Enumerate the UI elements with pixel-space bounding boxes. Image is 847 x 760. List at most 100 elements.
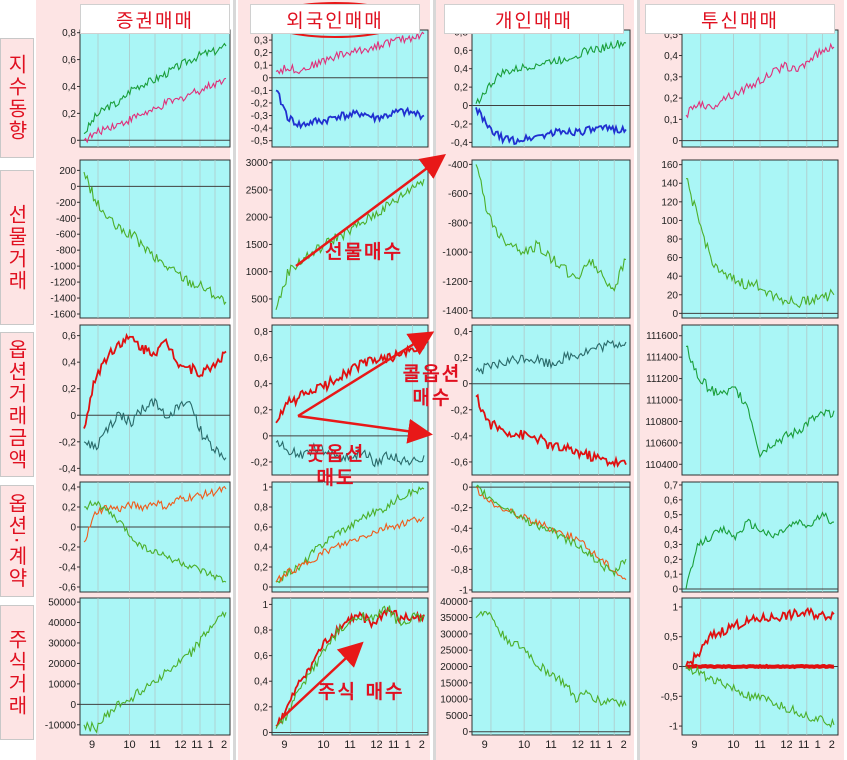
y-tick-label: -0,2 <box>59 437 77 448</box>
y-tick-label: 0,6 <box>254 353 268 364</box>
y-tick-label: 110400 <box>645 460 678 471</box>
y-tick-label: 111600 <box>646 331 678 342</box>
column-header-individuals: 개인매매 <box>444 4 624 34</box>
chart-panel-4-2: 40000 35000 30000 25000 20000 15000 10000 5000 0 <box>440 597 631 738</box>
y-tick-label: 111400 <box>646 353 678 364</box>
chart-panel-0-1: 0,30,2 0,10 -0,1-0,2 -0,3 -0,4-0,5 <box>251 29 429 148</box>
x-tick-label: 11 <box>388 739 399 751</box>
y-tick-label: 0 <box>70 182 76 193</box>
y-tick-label: -1000 <box>442 248 468 259</box>
y-tick-label: -0,4 <box>451 431 469 442</box>
y-tick-label: 0 <box>462 727 468 738</box>
y-tick-label: -0,6 <box>451 544 469 555</box>
chart-panel-2-2: 0,4 0,2 0 -0,2 -0,4 -0,6 <box>451 324 631 476</box>
y-tick-label: 0 <box>70 411 76 422</box>
y-tick-label: -0,2 <box>451 119 469 130</box>
x-tick-label: 9 <box>691 739 697 751</box>
series-line <box>685 178 835 309</box>
y-tick-label: 0,2 <box>62 384 76 395</box>
y-tick-label: 0,6 <box>454 46 468 57</box>
y-tick-label: 1000 <box>246 267 269 278</box>
x-tick-label: 1 <box>207 739 213 751</box>
x-tick-label: 9 <box>89 739 95 751</box>
chart-panel-1-1: 3000 2500 2000 1500 1000 500 <box>246 158 429 319</box>
y-tick-label: 111000 <box>646 396 678 407</box>
chart-panel-3-2: 0 -0,2 -0,4 -0,6 -0,8 -1 <box>451 481 631 596</box>
y-tick-label: 2000 <box>246 213 269 224</box>
y-tick-label: 0,2 <box>62 503 76 514</box>
series-line <box>83 499 227 583</box>
y-tick-label: 15000 <box>440 678 468 689</box>
y-tick-label: 10000 <box>48 679 76 690</box>
column-separator <box>433 0 436 760</box>
series-line <box>685 345 835 459</box>
series-line <box>275 30 425 76</box>
y-tick-label: -0,4 <box>59 563 77 574</box>
y-tick-label: 100 <box>661 216 678 227</box>
series-line <box>685 665 835 729</box>
y-tick-label: 0,1 <box>254 61 268 72</box>
y-tick-label: 0,1 <box>664 115 678 126</box>
chart-panel-0-0: 0,8 0,6 0,4 0,2 0 <box>62 28 231 148</box>
annotation-arrow <box>295 154 447 268</box>
y-tick-label: -0,4 <box>451 524 469 535</box>
y-tick-label: 110800 <box>645 417 678 428</box>
series-line <box>83 42 227 135</box>
y-tick-label: 0,4 <box>454 327 468 338</box>
x-tick-label: 11 <box>344 739 355 751</box>
y-tick-label: 0 <box>672 136 678 147</box>
series-line <box>475 164 627 292</box>
x-tick-label: 1 <box>405 739 411 751</box>
y-tick-label: 0 <box>262 73 268 84</box>
series-line <box>475 40 627 105</box>
y-tick-label: -0,6 <box>451 457 469 468</box>
y-tick-label: -0,2 <box>251 457 269 468</box>
x-tick-label: 10 <box>317 739 329 751</box>
y-tick-label: 200 <box>59 166 76 177</box>
row-label-stock-trading: 주식거래 <box>0 605 34 740</box>
y-tick-label: 0,2 <box>62 109 76 120</box>
series-line <box>83 77 227 144</box>
x-tick-label: 1 <box>606 739 612 751</box>
y-tick-label: -1200 <box>442 277 468 288</box>
x-tick-label: 12 <box>370 739 382 751</box>
annotation-arrow <box>297 414 433 444</box>
annotation-arrow <box>281 641 364 719</box>
y-tick-label: 0,6 <box>254 523 268 534</box>
y-tick-label: 0,8 <box>254 626 268 637</box>
column-header-securities: 증권매매 <box>80 4 230 34</box>
chart-panel-0-2: 0,80,60,40,20-0,2-0,4 <box>451 27 631 149</box>
x-tick-label: 2 <box>829 739 835 751</box>
y-tick-label: 0,4 <box>254 543 268 554</box>
x-tick-label: 9 <box>281 739 287 751</box>
y-tick-label: -10000 <box>45 720 77 731</box>
y-tick-label: 0,8 <box>254 327 268 338</box>
series-line <box>475 339 627 375</box>
series-line <box>275 606 425 727</box>
column-separator <box>233 0 236 760</box>
x-tick-label: 11 <box>191 739 202 751</box>
annotation-arrow <box>297 331 435 418</box>
y-tick-label: 10000 <box>440 695 468 706</box>
chart-panel-4-1: 1 0,8 0,6 0,4 0,2 0 <box>254 597 429 739</box>
series-line <box>685 663 835 670</box>
y-tick-label: 0,5 <box>664 30 678 41</box>
series-line <box>275 89 425 130</box>
chart-panel-2-3: 111600 111400 111200 111000 110800 110600 1104… <box>645 324 839 476</box>
y-tick-label: 0,1 <box>664 570 678 581</box>
y-tick-label: -0,5 <box>251 136 269 147</box>
y-tick-label: 111200 <box>646 374 678 385</box>
chart-panel-3-1: 1 0,8 0,6 0,4 0,2 0 <box>254 481 429 594</box>
y-tick-label: 20000 <box>440 662 468 673</box>
y-tick-label: 160 <box>661 160 678 171</box>
y-tick-label: 2500 <box>246 185 269 196</box>
y-tick-label: -0,2 <box>59 543 77 554</box>
y-tick-label: 0,5 <box>664 510 678 521</box>
x-tick-label: 11 <box>545 739 556 751</box>
chart-panel-3-0: 0,4 0,2 0 -0,2 -0,4 -0,6 <box>59 481 231 594</box>
series-line <box>475 107 627 146</box>
y-tick-label: 0,2 <box>664 555 678 566</box>
y-tick-label: 0,6 <box>254 651 268 662</box>
y-tick-label: -400 <box>448 160 468 171</box>
y-tick-label: 0 <box>672 309 678 320</box>
